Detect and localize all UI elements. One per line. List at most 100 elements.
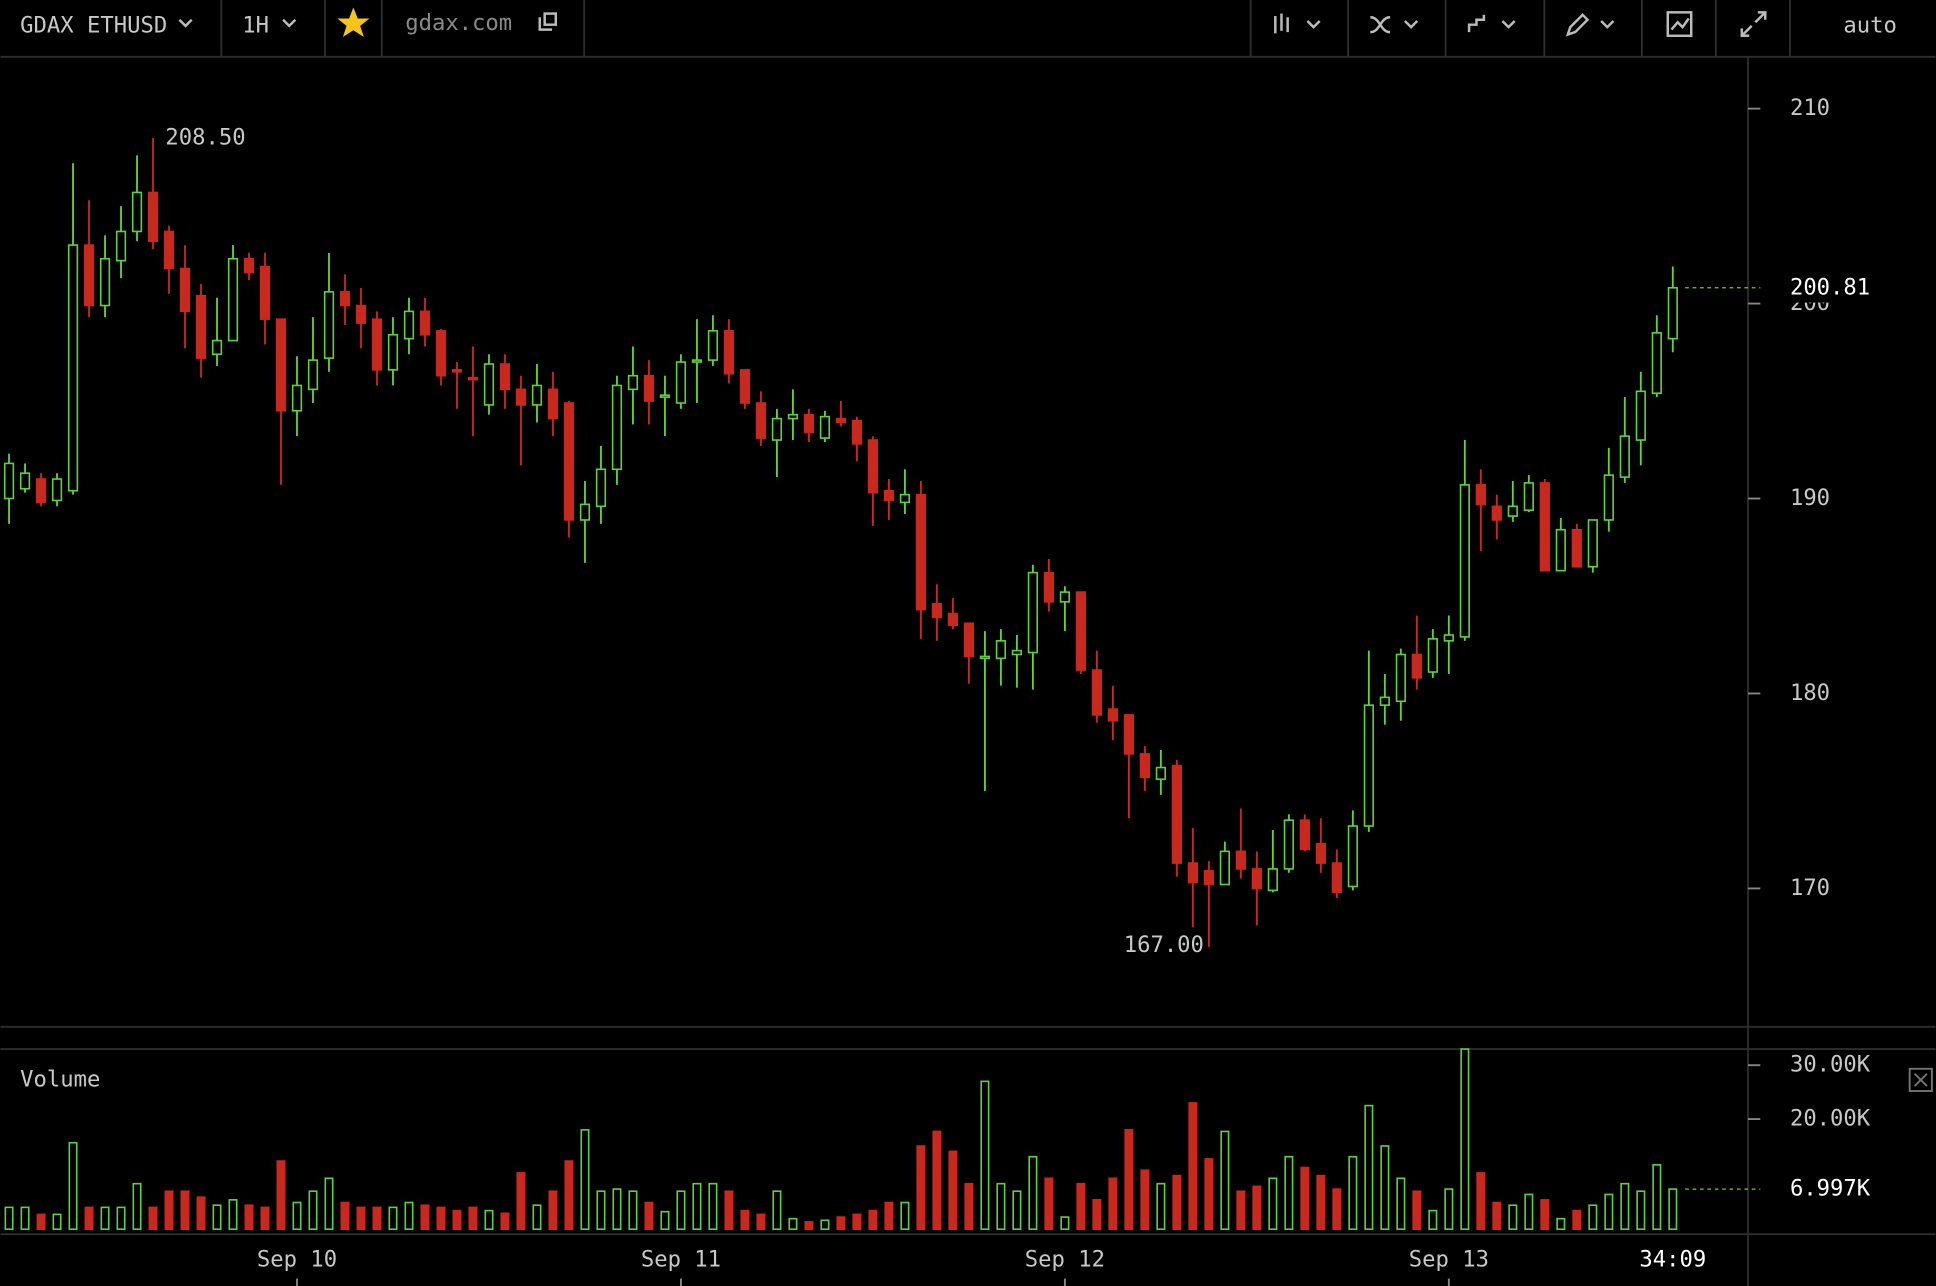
- candle-body: [1251, 868, 1262, 890]
- volume-bar: [212, 1204, 222, 1231]
- candle-body: [1123, 714, 1135, 755]
- candle-body: [1475, 484, 1486, 506]
- close-volume-button[interactable]: [1908, 1067, 1933, 1092]
- candle-body: [627, 374, 639, 391]
- candle-body: [1587, 519, 1598, 568]
- candle-body: [499, 363, 511, 391]
- close-box[interactable]: [1908, 1067, 1933, 1092]
- volume-bar: [1620, 1182, 1630, 1231]
- volume-bar: [500, 1212, 510, 1231]
- copy-icon: [538, 17, 553, 31]
- indicators-button[interactable]: [1467, 14, 1516, 33]
- volume-bar: [1284, 1155, 1294, 1231]
- volume-bar: [708, 1182, 718, 1231]
- candle-body: [211, 339, 223, 356]
- volume-bar: [260, 1206, 270, 1231]
- candle-body: [547, 388, 559, 420]
- candle-body: [323, 291, 335, 359]
- volume-bar: [1124, 1129, 1134, 1231]
- favorite-star[interactable]: [337, 7, 370, 38]
- candle-body: [819, 415, 831, 439]
- volume-bar: [1604, 1193, 1614, 1231]
- candle-body: [1667, 286, 1678, 340]
- last-price-label: 200.81: [1790, 274, 1870, 300]
- snapshot-button[interactable]: [1666, 11, 1693, 38]
- candle-body: [1363, 704, 1374, 827]
- symbol[interactable]: GDAX ETHUSD: [20, 12, 167, 38]
- candle-body: [675, 361, 687, 404]
- candle-body: [1603, 474, 1614, 521]
- interval-button[interactable]: 1H: [242, 12, 297, 38]
- volume-bar: [164, 1190, 174, 1231]
- candle-body: [51, 478, 63, 502]
- volume-bar: [292, 1201, 302, 1231]
- candle-body: [371, 318, 383, 371]
- volume-bar: [1300, 1166, 1310, 1231]
- price-annotation: 167.00: [1124, 932, 1204, 958]
- close-icon: [1913, 1073, 1928, 1087]
- y-tick-label: 20.00K: [1790, 1106, 1871, 1132]
- candle-body: [787, 413, 799, 420]
- candle-body: [1011, 649, 1023, 656]
- volume-bar: [916, 1145, 926, 1231]
- site[interactable]: gdax.com: [405, 10, 512, 36]
- candles: [3, 137, 1678, 947]
- candle-body: [451, 369, 463, 373]
- y-tick-label: 170: [1790, 875, 1830, 901]
- site-link[interactable]: gdax.com: [405, 10, 558, 36]
- candle-body: [163, 230, 175, 270]
- scale-mode[interactable]: auto: [1843, 12, 1896, 38]
- volume-bar: [84, 1206, 94, 1231]
- candle-body: [771, 417, 783, 441]
- y-tick-label: 30.00K: [1790, 1052, 1871, 1078]
- volume-bar: [324, 1177, 334, 1231]
- candle-body: [1315, 842, 1326, 864]
- volume-bar: [1076, 1182, 1086, 1231]
- volume-bar: [1204, 1158, 1214, 1231]
- candle-body: [963, 622, 975, 658]
- volume-bar: [628, 1190, 638, 1231]
- candle-body: [435, 330, 447, 377]
- candle-body: [1187, 862, 1198, 884]
- candle-body: [1235, 850, 1246, 870]
- compare-button[interactable]: [1370, 16, 1419, 34]
- candle-body: [979, 655, 991, 660]
- volume-bar: [532, 1204, 542, 1231]
- candle-body: [35, 478, 47, 504]
- candle-body: [611, 384, 623, 471]
- volume-bar: [1188, 1102, 1198, 1231]
- volume-bars: [4, 1048, 1678, 1231]
- last-volume-box: [1775, 1174, 1911, 1204]
- volume-bar: [308, 1190, 318, 1231]
- volume-bar: [772, 1190, 782, 1231]
- candle-body: [195, 294, 207, 359]
- candle-body: [83, 244, 95, 307]
- candle-body: [995, 640, 1007, 660]
- candle-body: [1555, 528, 1566, 572]
- candle-body: [739, 369, 751, 404]
- volume-bar: [404, 1201, 414, 1231]
- volume-bar: [516, 1172, 526, 1231]
- candle-body: [659, 394, 671, 398]
- volume-bar: [1668, 1188, 1678, 1231]
- volume-bar: [4, 1206, 14, 1231]
- candle-body: [179, 267, 191, 313]
- candle-body: [1075, 591, 1087, 671]
- fullscreen-button[interactable]: [1740, 11, 1767, 38]
- volume-bar: [1540, 1199, 1550, 1231]
- volume-bar: [996, 1182, 1006, 1231]
- icon: [1740, 11, 1767, 38]
- candle-body: [467, 376, 479, 381]
- symbol-button[interactable]: GDAX ETHUSD: [20, 12, 193, 38]
- volume-bar: [1556, 1217, 1566, 1231]
- candle-body: [227, 257, 239, 342]
- volume-bar: [932, 1130, 942, 1231]
- candle-body: [1379, 696, 1390, 706]
- interval[interactable]: 1H: [242, 12, 269, 38]
- volume-bar: [452, 1209, 462, 1231]
- y-tick-label: 210: [1790, 95, 1830, 121]
- volume-bar: [740, 1209, 750, 1231]
- drawing-button[interactable]: [1565, 13, 1615, 37]
- bar-style-button[interactable]: [1274, 13, 1321, 34]
